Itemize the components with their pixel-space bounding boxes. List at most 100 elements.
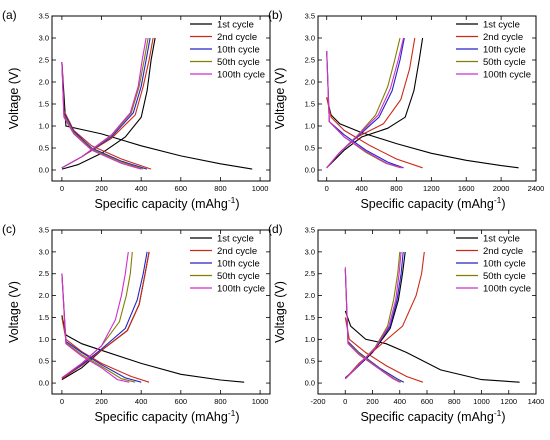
plot-frame [51, 15, 271, 182]
series-line-100th-charge [61, 251, 129, 379]
x-tick-label: 2400 [528, 184, 545, 193]
legend-label-10th: 10th cycle [217, 259, 260, 270]
series-line-2nd-charge [61, 251, 150, 380]
series-line-100th-discharge [326, 51, 403, 169]
x-tick-label: 600 [175, 397, 188, 406]
y-tick-label: 3.0 [39, 34, 49, 43]
y-tick-label: 3.5 [39, 226, 49, 235]
x-axis-label-main: Specific capacity (mAhg [360, 410, 493, 424]
legend-label-1st: 1st cycle [217, 234, 254, 245]
x-tick-label: 1000 [252, 184, 269, 193]
y-tick-label: 1.5 [305, 313, 315, 322]
x-tick-label: 800 [448, 397, 461, 406]
y-tick-label: 3.5 [305, 226, 315, 235]
x-tick-label: 800 [390, 184, 403, 193]
chart-panel-c: 0 200 400 600 800 1000 0.0 0.5 1.0 1.5 2.0 2.5 3.0 3.… [2, 222, 271, 424]
y-axis-label: Voltage (V) [273, 281, 287, 343]
x-tick-label: 600 [175, 184, 188, 193]
x-axis-label-main: Specific capacity (mAhg [360, 197, 493, 211]
x-axis-label: Specific capacity (mAhg-1) [94, 408, 239, 424]
y-tick-label: 1.5 [305, 100, 315, 109]
x-tick-label: 200 [95, 397, 108, 406]
y-tick-label: 3.0 [39, 247, 49, 256]
y-tick-label: 0.5 [305, 357, 315, 366]
chart-panel-d: -200 0 200 400 600 800 1000 1200 1400 0.0 0.5 1.0 1.… [268, 222, 544, 424]
series-line-2nd-discharge [61, 62, 152, 170]
x-tick-label: 1000 [473, 397, 490, 406]
plot-area [344, 251, 520, 383]
series-line-1st-discharge [61, 315, 245, 383]
series-line-10th-charge [61, 251, 148, 379]
x-axis-label-main: Specific capacity (mAhg [94, 410, 227, 424]
y-tick-label: 2.5 [39, 269, 49, 278]
series-line-100th-charge [344, 251, 402, 380]
y-tick-label: 3.0 [305, 247, 315, 256]
series-line-2nd-discharge [344, 317, 424, 383]
legend-label-10th: 10th cycle [483, 45, 526, 56]
y-tick-label: 1.0 [305, 335, 315, 344]
series-line-2nd-charge [326, 37, 416, 169]
series-line-100th-discharge [61, 273, 130, 383]
series-line-1st-charge [326, 37, 424, 169]
panel-label: (a) [2, 8, 17, 22]
x-tick-label: 0 [343, 397, 347, 406]
legend-label-2nd: 2nd cycle [483, 32, 523, 43]
legend-label-100th: 100th cycle [483, 284, 531, 295]
x-axis-label-sup: -1 [494, 195, 502, 205]
x-axis-label-tail: ) [501, 410, 505, 424]
y-tick-label: 2.0 [39, 78, 49, 87]
x-tick-label: 0 [60, 184, 64, 193]
series-line-50th-charge [61, 37, 149, 169]
y-tick-label: 3.5 [305, 12, 315, 21]
x-axis-label: Specific capacity (mAhg-1) [360, 408, 505, 424]
y-tick-label: 2.5 [39, 56, 49, 65]
series-line-10th-charge [344, 251, 404, 380]
y-tick-label: 2.0 [305, 78, 315, 87]
panel-label: (b) [268, 8, 283, 22]
panel-label: (d) [268, 222, 283, 236]
x-tick-label: 400 [135, 184, 148, 193]
y-tick-label: 1.0 [305, 122, 315, 131]
legend-label-2nd: 2nd cycle [217, 246, 257, 257]
series-line-2nd-discharge [326, 97, 423, 169]
series-line-10th-charge [326, 37, 405, 169]
plot-area [61, 251, 245, 383]
series-line-100th-charge [61, 37, 147, 169]
y-tick-label: 2.0 [305, 291, 315, 300]
plot-area [61, 37, 253, 170]
y-tick-label: 0.0 [305, 166, 315, 175]
series-line-100th-discharge [61, 62, 142, 170]
legend-label-50th: 50th cycle [483, 271, 526, 282]
x-tick-label: 200 [95, 184, 108, 193]
x-axis-label-sup: -1 [228, 195, 236, 205]
x-tick-label: 800 [214, 184, 227, 193]
y-tick-label: 2.5 [305, 56, 315, 65]
x-tick-label: 1600 [458, 184, 475, 193]
x-tick-label: 800 [214, 397, 227, 406]
legend-label-50th: 50th cycle [483, 57, 526, 68]
series-line-10th-charge [61, 37, 151, 169]
y-tick-label: 1.0 [39, 122, 49, 131]
series-line-2nd-charge [61, 37, 154, 169]
y-tick-label: 0.5 [305, 144, 315, 153]
series-line-1st-discharge [344, 310, 520, 383]
chart-panel-a: 0 200 400 600 800 1000 0.0 0.5 1.0 1.5 2.0 2.5 3.0 3.… [2, 8, 271, 211]
x-tick-label: -200 [310, 397, 325, 406]
legend-label-2nd: 2nd cycle [217, 32, 257, 43]
legend-label-1st: 1st cycle [217, 20, 254, 31]
x-axis-label-tail: ) [501, 197, 505, 211]
legend-label-2nd: 2nd cycle [483, 246, 523, 257]
x-axis-label-tail: ) [235, 410, 239, 424]
legend-label-10th: 10th cycle [483, 259, 526, 270]
y-axis-label: Voltage (V) [7, 68, 21, 130]
legend-label-50th: 50th cycle [217, 57, 260, 68]
chart-panel-b: 0 400 800 1200 1600 2000 2400 0.0 0.5 1.0 1.5 2.0 2.… [268, 8, 544, 211]
y-tick-label: 0.5 [39, 357, 49, 366]
y-axis-label: Voltage (V) [7, 281, 21, 343]
y-tick-label: 3.0 [305, 34, 315, 43]
legend-label-50th: 50th cycle [217, 271, 260, 282]
legend-label-100th: 100th cycle [483, 70, 531, 81]
